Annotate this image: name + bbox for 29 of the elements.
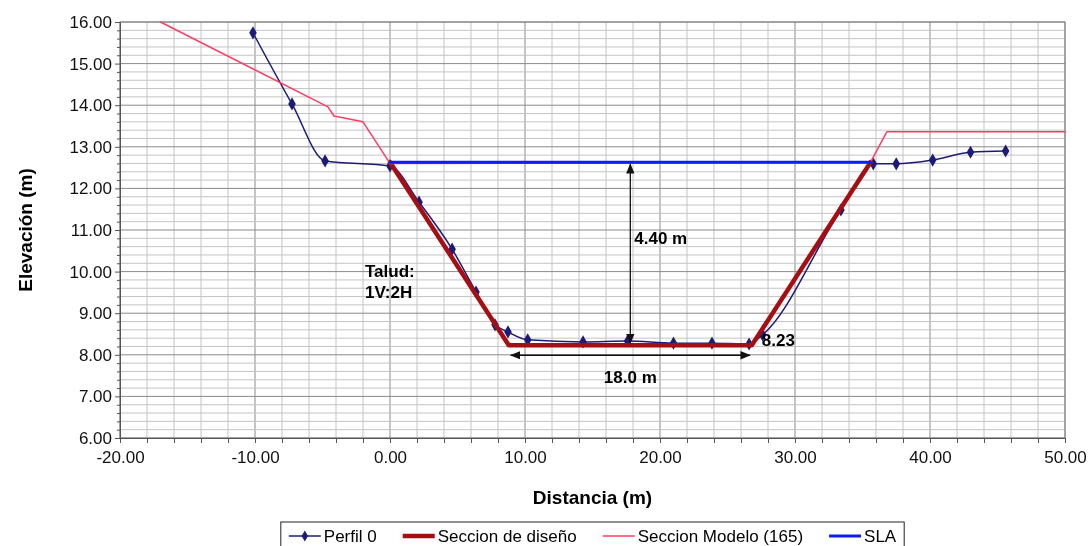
x-tick-label: 50.00 — [1044, 448, 1087, 467]
legend-label: Seccion de diseño — [437, 527, 577, 546]
legend-label: Seccion Modelo (165) — [637, 527, 804, 546]
y-tick-label: 11.00 — [70, 220, 112, 240]
x-tick-label: 20.00 — [639, 448, 682, 467]
x-tick-label: -20.00 — [96, 448, 145, 467]
y-tick-label: 8.00 — [78, 345, 112, 365]
x-axis-title: Distancia (m) — [532, 487, 653, 508]
y-axis-title: Elevación (m) — [15, 168, 36, 292]
annotation: 18.0 m — [603, 368, 657, 388]
annotation: 4.40 m — [634, 228, 688, 248]
annotation: 8.23 — [761, 331, 795, 351]
legend-label: Perfil 0 — [323, 527, 377, 546]
y-tick-label: 16.00 — [69, 12, 112, 32]
y-tick-label: 6.00 — [78, 428, 112, 448]
y-tick-label: 13.00 — [69, 137, 112, 157]
x-tick-label: 40.00 — [909, 448, 952, 467]
y-tick-label: 14.00 — [69, 96, 112, 116]
y-tick-label: 9.00 — [78, 304, 112, 324]
annotation: Talud: 1V:2H — [365, 262, 415, 303]
y-tick-label: 15.00 — [69, 54, 112, 74]
x-tick-label: 0.00 — [373, 448, 408, 467]
x-tick-label: 30.00 — [774, 448, 817, 467]
y-tick-label: 12.00 — [69, 179, 112, 199]
x-tick-label: 10.00 — [504, 448, 547, 467]
legend-label: SLA — [864, 527, 897, 546]
y-tick-label: 7.00 — [78, 387, 112, 407]
y-tick-label: 10.00 — [69, 262, 112, 282]
x-tick-label: -10.00 — [231, 448, 280, 467]
